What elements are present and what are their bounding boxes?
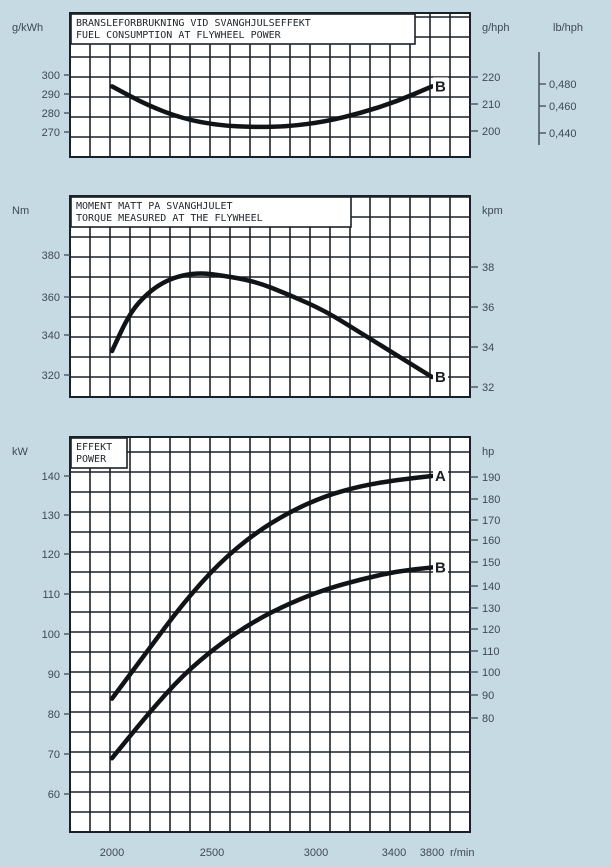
y2-tick-label: 220 [482,72,500,84]
y2-tick-label: 90 [482,690,494,702]
x-tick-label: 2500 [200,847,224,859]
y2-tick-label: 100 [482,667,500,679]
series-label: A [435,468,446,485]
chart-title-line: FUEL CONSUMPTION AT FLYWHEEL POWER [76,30,282,41]
chart-title-line: MOMENT MATT PA SVANGHJULET [76,201,233,212]
series-label: B [435,78,446,95]
y-unit-label: Nm [12,205,29,217]
y3-unit-label: lb/hph [553,22,583,34]
series-label: B [435,559,446,576]
y-tick-label: 270 [42,127,60,139]
series-end-label-A: A [433,467,448,485]
chart-title-line: TORQUE MEASURED AT THE FLYWHEEL [76,213,263,224]
y2-tick-label: 110 [482,646,500,658]
series-end-label-B: B [433,558,448,576]
y2-tick-label: 200 [482,126,500,138]
y-tick-label: 140 [42,471,60,483]
y2-tick-label: 120 [482,624,500,636]
x-axis-label: r/min [450,847,474,859]
series-label-bg [433,368,448,385]
y3-tick-label: 0,460 [549,101,577,113]
y2-tick-label: 130 [482,603,500,615]
series-label: B [435,369,446,386]
y2-unit-label: g/hph [482,22,510,34]
y-tick-label: 120 [42,549,60,561]
series-label-bg [433,558,448,576]
series-end-label-B: B [433,368,448,386]
y2-tick-label: 150 [482,557,500,569]
title-bg [70,437,128,469]
grid [69,437,471,833]
y2-tick-label: 180 [482,494,500,506]
y2-unit-label: kpm [482,205,503,217]
y2-tick-label: 210 [482,99,500,111]
y3-tick-label: 0,480 [549,79,577,91]
y-tick-label: 290 [42,89,60,101]
y2-tick-label: 160 [482,535,500,547]
y3-tick-label: 0,440 [549,128,577,140]
series-line-A [109,473,435,701]
x-tick-label: 3800 [420,847,444,859]
x-tick-label: 2000 [100,847,124,859]
y-tick-label: 320 [42,370,60,382]
chart-title-line: BRANSLEFORBRUKNING VID SVANGHJULSEFFEKT [76,18,311,29]
y-tick-label: 100 [42,629,60,641]
y2-tick-label: 34 [482,342,494,354]
y-tick-label: 70 [48,749,60,761]
series-line-B [109,84,435,130]
chart-title-line: EFFEKT [76,442,112,453]
y2-tick-label: 80 [482,713,494,725]
y2-tick-label: 190 [482,472,500,484]
series-end-label-B: B [433,77,448,95]
y2-unit-label: hp [482,446,494,458]
y-tick-label: 80 [48,709,60,721]
y-tick-label: 110 [42,589,60,601]
grid [69,196,471,398]
title-box: BRANSLEFORBRUKNING VID SVANGHJULSEFFEKTF… [70,13,416,45]
chart-title-line: POWER [76,454,107,465]
y-tick-label: 360 [42,292,60,304]
series-label-bg [433,77,448,95]
series-line-B [109,271,435,380]
x-tick-label: 3000 [304,847,328,859]
y-tick-label: 300 [42,70,60,82]
y2-tick-label: 38 [482,262,494,274]
y-tick-label: 60 [48,789,60,801]
y2-tick-label: 32 [482,382,494,394]
y-tick-label: 380 [42,250,60,262]
series-label-bg [433,467,448,484]
y-tick-label: 280 [42,108,60,120]
title-bg [70,13,416,45]
y-unit-label: g/kWh [12,22,43,34]
y-tick-label: 340 [42,330,60,342]
y2-tick-label: 140 [482,581,500,593]
y2-tick-label: 170 [482,515,500,527]
series-line-B [109,565,435,761]
panel-1: BRANSLEFORBRUKNING VID SVANGHJULSEFFEKTF… [12,12,583,158]
title-bg [70,196,352,228]
y-tick-label: 130 [42,510,60,522]
y-unit-label: kW [12,446,29,458]
x-tick-label: 3400 [382,847,406,859]
y-tick-label: 90 [48,669,60,681]
y2-tick-label: 36 [482,302,494,314]
